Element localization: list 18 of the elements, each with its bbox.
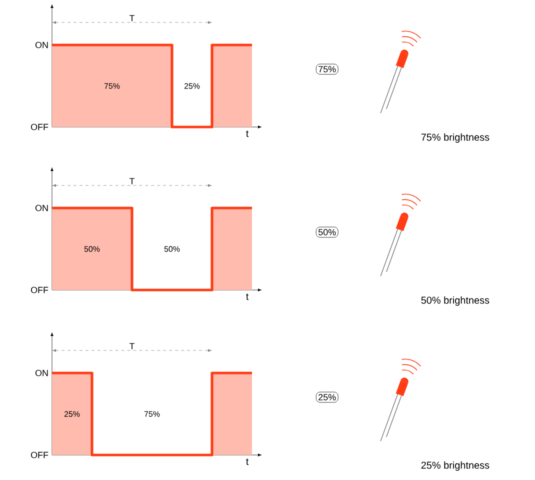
text: T <box>129 178 135 184</box>
text: 50% <box>318 229 336 236</box>
text: 75% <box>318 66 336 72</box>
text: T <box>129 343 135 350</box>
text: ON <box>35 42 48 48</box>
text: ON <box>35 204 48 212</box>
text: 25% brightness <box>421 461 490 471</box>
text: 75% brightness <box>421 133 490 143</box>
text: 50% brightness <box>421 296 490 306</box>
text: OFF <box>30 286 48 294</box>
text: OFF <box>30 124 48 130</box>
text: T <box>129 15 135 22</box>
x-axis-title: t <box>246 458 249 466</box>
text: ON <box>35 370 48 376</box>
text: 25% <box>318 394 336 400</box>
x-axis-title: t <box>246 294 249 300</box>
x-axis-title: t <box>246 130 249 138</box>
text: OFF <box>30 452 48 458</box>
